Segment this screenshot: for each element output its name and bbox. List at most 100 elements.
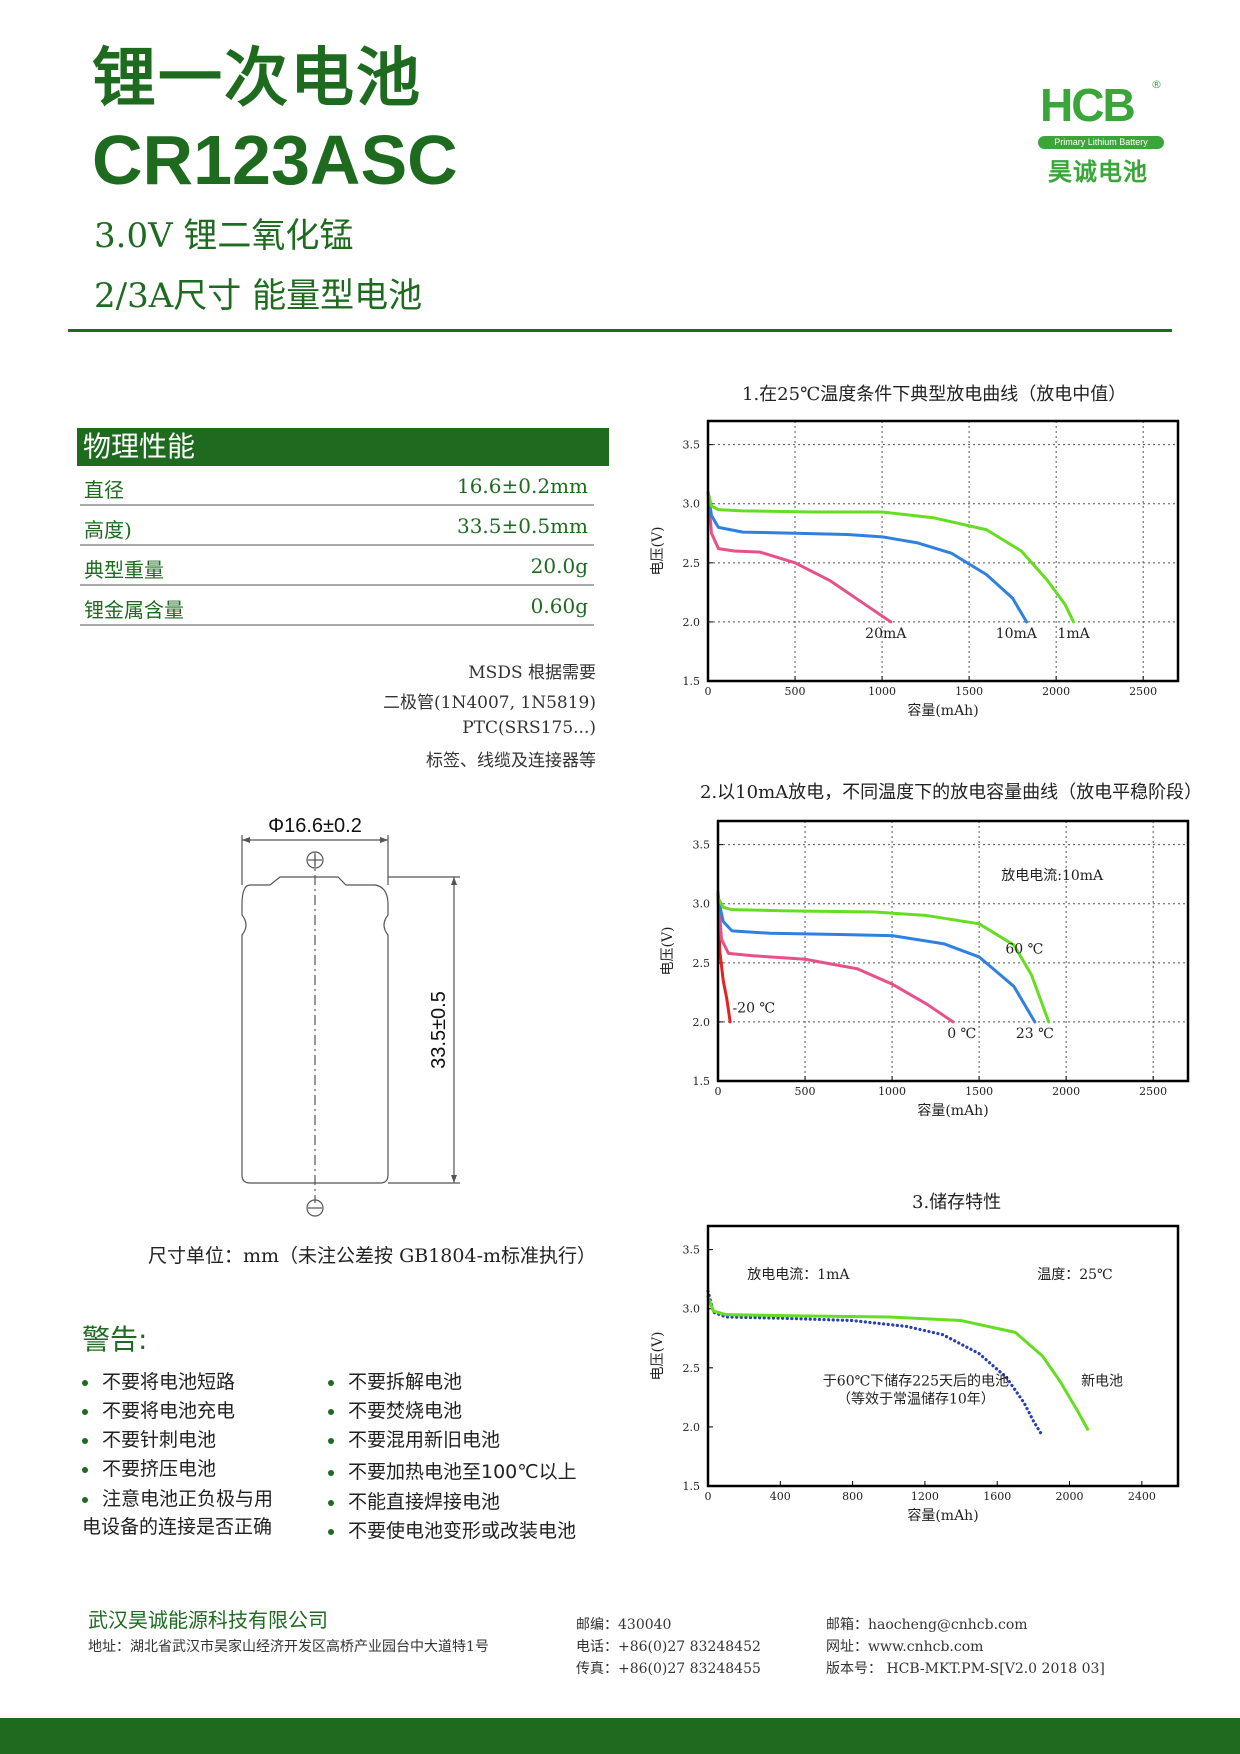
warning-item: 不要混用新旧电池 bbox=[328, 1425, 500, 1452]
series-label-23: 23 ℃ bbox=[1016, 1026, 1054, 1042]
warning-item: 不要拆解电池 bbox=[328, 1367, 462, 1394]
series-line bbox=[706, 1289, 1043, 1435]
bullet-icon bbox=[328, 1528, 334, 1535]
bullet-icon bbox=[328, 1469, 334, 1476]
y-tick-label: 2.0 bbox=[693, 1016, 711, 1029]
x-tick-label: 0 bbox=[715, 1085, 722, 1098]
battery-dimension-drawing: Φ16.6±0.2 33.5±0.5 bbox=[241, 815, 460, 1217]
row-value: 16.6±0.2mm bbox=[456, 474, 588, 498]
diameter-label: Φ16.6±0.2 bbox=[268, 815, 362, 837]
chart1-title: 1.在25℃温度条件下典型放电曲线（放电中值） bbox=[742, 384, 1127, 405]
footer-version: 版本号： HCB-MKT.PM-S[V2.0 2018 03] bbox=[826, 1661, 1105, 1677]
series-label-m20: -20 ℃ bbox=[732, 1000, 775, 1016]
x-tick-label: 0 bbox=[705, 685, 712, 698]
physical-row-diameter: 直径 16.6±0.2mm bbox=[80, 466, 594, 506]
x-tick-label: 500 bbox=[785, 685, 806, 698]
y-tick-label: 2.5 bbox=[683, 557, 701, 570]
footer-website[interactable]: 网址：www.cnhcb.com bbox=[826, 1639, 984, 1655]
chart3-title: 3.储存特性 bbox=[912, 1192, 1002, 1213]
accessory-item: 标签、线缆及连接器等 bbox=[426, 751, 596, 771]
bullet-icon bbox=[328, 1408, 334, 1415]
warning-item: 不要焚烧电池 bbox=[328, 1396, 462, 1423]
warning-item: 不要将电池充电 bbox=[82, 1396, 235, 1423]
series-line bbox=[706, 490, 1029, 624]
series-label-20ma: 20mA bbox=[865, 626, 907, 642]
x-tick-label: 2400 bbox=[1128, 1490, 1156, 1503]
row-value: 33.5±0.5mm bbox=[456, 514, 588, 538]
series-label-60: 60 ℃ bbox=[1005, 941, 1043, 957]
physical-heading: 物理性能 bbox=[77, 428, 609, 466]
footer-bar bbox=[0, 1718, 1240, 1754]
series-line bbox=[706, 1295, 1090, 1431]
y-axis-label: 电压(V) bbox=[650, 526, 666, 575]
x-tick-label: 1600 bbox=[983, 1490, 1011, 1503]
warning-item-continued: 电设备的连接是否正确 bbox=[82, 1516, 273, 1538]
physical-row-weight: 典型重量 20.0g bbox=[80, 546, 594, 586]
series-label-0: 0 ℃ bbox=[947, 1026, 976, 1042]
footer-address: 地址：湖北省武汉市吴家山经济开发区高桥产业园台中大道特1号 bbox=[88, 1639, 489, 1655]
row-label: 锂金属含量 bbox=[84, 598, 184, 622]
y-tick-label: 3.5 bbox=[693, 839, 711, 852]
series-line bbox=[716, 896, 1037, 1024]
row-label: 典型重量 bbox=[84, 558, 164, 582]
y-tick-label: 3.0 bbox=[683, 1303, 701, 1316]
logo-brand: HCB bbox=[1040, 79, 1136, 131]
y-tick-label: 3.5 bbox=[683, 1244, 701, 1257]
physical-row-height: 高度) 33.5±0.5mm bbox=[80, 506, 594, 546]
bullet-icon bbox=[82, 1408, 88, 1415]
y-tick-label: 3.5 bbox=[683, 439, 701, 452]
accessory-item: 二极管(1N4007, 1N5819) bbox=[383, 693, 596, 713]
subtitle-chemistry: 3.0V 锂二氧化锰 bbox=[94, 216, 354, 256]
series-line bbox=[716, 896, 1051, 1024]
footer-email[interactable]: 邮箱：haocheng@cnhcb.com bbox=[826, 1617, 1028, 1633]
physical-row-lithium: 锂金属含量 0.60g bbox=[80, 586, 594, 626]
series-label-10ma: 10mA bbox=[996, 626, 1038, 642]
y-tick-label: 1.5 bbox=[683, 1480, 701, 1493]
chart1-discharge-25c: 0 500 1000 1500 2000 2500 1.5 2.0 2.5 3.0 3.5 容量(mA… bbox=[650, 419, 1180, 719]
row-value: 0.60g bbox=[530, 594, 588, 618]
storage-temp-note: 温度：25℃ bbox=[1037, 1267, 1112, 1283]
y-tick-label: 1.5 bbox=[683, 675, 701, 688]
subtitle-size: 2/3A尺寸 能量型电池 bbox=[94, 276, 423, 316]
chart3-storage: 0 400 800 1200 1600 2000 2400 1.5 2.0 2.5 3.0 3.5 容量… bbox=[650, 1224, 1180, 1524]
x-tick-label: 2000 bbox=[1042, 685, 1070, 698]
logo-registered: ® bbox=[1151, 78, 1162, 91]
x-tick-label: 1000 bbox=[878, 1085, 906, 1098]
warning-item: 不要挤压电池 bbox=[82, 1454, 216, 1481]
bullet-icon bbox=[328, 1437, 334, 1444]
x-tick-label: 2500 bbox=[1129, 685, 1157, 698]
y-axis-label: 电压(V) bbox=[660, 926, 676, 975]
warning-item: 不要针刺电池 bbox=[82, 1425, 216, 1452]
x-tick-label: 400 bbox=[770, 1490, 791, 1503]
series-line bbox=[706, 490, 893, 624]
x-tick-label: 800 bbox=[842, 1490, 863, 1503]
warning-item: 注意电池正负极与用 bbox=[82, 1484, 273, 1511]
logo-tagline: Primary Lithium Battery bbox=[1038, 136, 1164, 149]
discharge-current-note: 放电电流:10mA bbox=[1001, 868, 1104, 884]
warning-item: 不要使电池变形或改装电池 bbox=[328, 1516, 576, 1543]
bullet-icon bbox=[328, 1499, 334, 1506]
y-tick-label: 1.5 bbox=[693, 1075, 711, 1088]
footer-company: 武汉昊诚能源科技有限公司 bbox=[88, 1608, 328, 1632]
bullet-icon bbox=[82, 1437, 88, 1444]
storage-current-note: 放电电流：1mA bbox=[747, 1267, 850, 1283]
series-line bbox=[706, 490, 1076, 624]
logo-name: 昊诚电池 bbox=[1048, 158, 1148, 186]
x-axis-label: 容量(mAh) bbox=[907, 702, 978, 719]
height-label: 33.5±0.5 bbox=[428, 991, 450, 1069]
series-line bbox=[716, 890, 732, 1024]
model-number: CR123ASC bbox=[92, 121, 458, 199]
y-tick-label: 2.0 bbox=[683, 616, 701, 629]
accessory-item: PTC(SRS175...) bbox=[462, 718, 596, 738]
y-tick-label: 2.5 bbox=[693, 957, 711, 970]
footer-postcode: 邮编：430040 bbox=[576, 1617, 672, 1633]
x-axis-label: 容量(mAh) bbox=[907, 1507, 978, 1524]
header-divider bbox=[68, 329, 1172, 332]
x-tick-label: 500 bbox=[795, 1085, 816, 1098]
y-tick-label: 3.0 bbox=[693, 898, 711, 911]
accessory-item: MSDS 根据需要 bbox=[468, 663, 596, 683]
y-tick-label: 3.0 bbox=[683, 498, 701, 511]
plot-frame bbox=[706, 419, 1180, 683]
bullet-icon bbox=[328, 1379, 334, 1386]
x-tick-label: 2500 bbox=[1139, 1085, 1167, 1098]
